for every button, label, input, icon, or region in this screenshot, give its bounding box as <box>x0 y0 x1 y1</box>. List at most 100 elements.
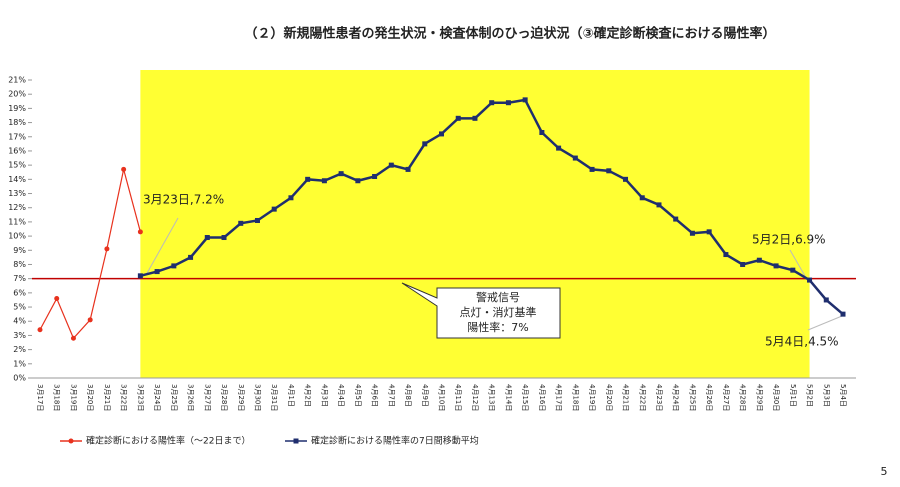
x-tick-label: 4月12日 <box>471 384 479 411</box>
y-tick-label: 11% <box>8 217 26 226</box>
x-tick-label: 4月7日 <box>387 384 395 407</box>
data-point <box>522 97 528 103</box>
data-point <box>154 269 160 275</box>
data-point <box>673 216 679 222</box>
x-tick-label: 4月24日 <box>672 384 680 411</box>
y-tick-label: 21% <box>8 76 26 85</box>
y-tick-label: 2% <box>13 345 26 354</box>
data-point <box>238 220 244 226</box>
x-tick-label: 4月5日 <box>354 384 362 407</box>
data-point <box>589 166 595 172</box>
x-tick-label: 3月18日 <box>53 384 61 411</box>
data-point <box>790 267 796 273</box>
x-tick-label: 4月16日 <box>538 384 546 411</box>
data-point <box>254 217 260 223</box>
x-tick-label: 4月4日 <box>337 384 345 407</box>
data-point <box>472 115 478 121</box>
x-tick-label: 5月4日 <box>839 384 847 407</box>
legend-swatch <box>293 438 299 444</box>
leader-line <box>789 249 806 277</box>
data-point <box>137 273 143 279</box>
data-point <box>807 277 813 283</box>
legend-swatch <box>68 438 74 444</box>
y-tick-label: 5% <box>13 303 26 312</box>
data-point <box>372 173 378 179</box>
x-tick-label: 4月15日 <box>521 384 529 411</box>
data-point <box>539 130 545 136</box>
x-tick-label: 3月24日 <box>153 384 161 411</box>
x-tick-label: 4月18日 <box>571 384 579 411</box>
x-tick-label: 4月26日 <box>705 384 713 411</box>
data-point <box>70 335 76 341</box>
data-point <box>355 178 361 184</box>
data-point <box>656 202 662 208</box>
x-tick-label: 4月30日 <box>772 384 780 411</box>
callout-text: 陽性率：7% <box>467 320 528 334</box>
x-tick-label: 3月26日 <box>187 384 195 411</box>
x-tick-label: 4月19日 <box>588 384 596 411</box>
data-point <box>455 115 461 121</box>
data-point <box>422 141 428 147</box>
x-tick-label: 4月27日 <box>722 384 730 411</box>
x-tick-label: 3月17日 <box>36 384 44 411</box>
data-point <box>37 327 43 333</box>
x-tick-label: 3月30日 <box>253 384 261 411</box>
y-tick-label: 7% <box>13 274 26 283</box>
x-tick-label: 3月29日 <box>237 384 245 411</box>
x-tick-label: 3月27日 <box>203 384 211 411</box>
data-point <box>740 261 746 267</box>
annotation: 3月23日,7.2% <box>143 193 224 207</box>
callout-text: 警戒信号 <box>476 290 520 304</box>
x-tick-label: 3月21日 <box>103 384 111 411</box>
data-point <box>556 145 562 151</box>
x-tick-label: 3月19日 <box>69 384 77 411</box>
data-point <box>104 246 110 252</box>
legend-label: 確定診断における陽性率（～22日まで） <box>86 435 250 447</box>
data-point <box>338 171 344 177</box>
data-point <box>505 100 511 106</box>
y-tick-label: 13% <box>8 189 26 198</box>
x-tick-label: 4月14日 <box>504 384 512 411</box>
data-point <box>572 155 578 161</box>
data-point <box>723 252 729 258</box>
data-point <box>204 235 210 241</box>
x-tick-label: 4月23日 <box>655 384 663 411</box>
data-point <box>137 229 143 235</box>
x-tick-label: 4月1日 <box>287 384 295 407</box>
x-tick-label: 4月25日 <box>688 384 696 411</box>
x-tick-label: 5月3日 <box>822 384 830 407</box>
x-tick-label: 3月25日 <box>170 384 178 411</box>
data-point <box>305 176 311 182</box>
data-point <box>405 166 411 172</box>
x-tick-label: 4月20日 <box>605 384 613 411</box>
x-tick-label: 4月10日 <box>438 384 446 411</box>
x-tick-label: 5月1日 <box>789 384 797 407</box>
y-tick-label: 12% <box>8 203 26 212</box>
data-point <box>321 178 327 184</box>
data-point <box>188 254 194 260</box>
x-tick-label: 4月22日 <box>638 384 646 411</box>
data-point <box>439 131 444 137</box>
data-point <box>756 257 762 263</box>
data-point <box>388 162 394 168</box>
leader-line <box>807 315 843 331</box>
y-tick-label: 8% <box>13 260 26 269</box>
x-tick-label: 4月6日 <box>371 384 379 407</box>
y-tick-label: 16% <box>8 146 26 155</box>
x-tick-label: 4月9日 <box>421 384 429 407</box>
annotation: 5月4日,4.5% <box>765 335 839 349</box>
data-point <box>54 296 60 302</box>
y-tick-label: 10% <box>8 232 26 241</box>
x-tick-label: 3月22日 <box>120 384 128 411</box>
x-tick-label: 4月8日 <box>404 384 412 407</box>
page-number: 5 <box>881 465 888 478</box>
data-point <box>171 263 177 269</box>
x-tick-label: 3月28日 <box>220 384 228 411</box>
y-tick-label: 17% <box>8 132 26 141</box>
x-tick-label: 4月2日 <box>304 384 312 407</box>
y-tick-label: 20% <box>8 90 26 99</box>
data-point <box>639 195 645 201</box>
x-tick-label: 4月17日 <box>555 384 563 411</box>
data-point <box>87 317 93 323</box>
